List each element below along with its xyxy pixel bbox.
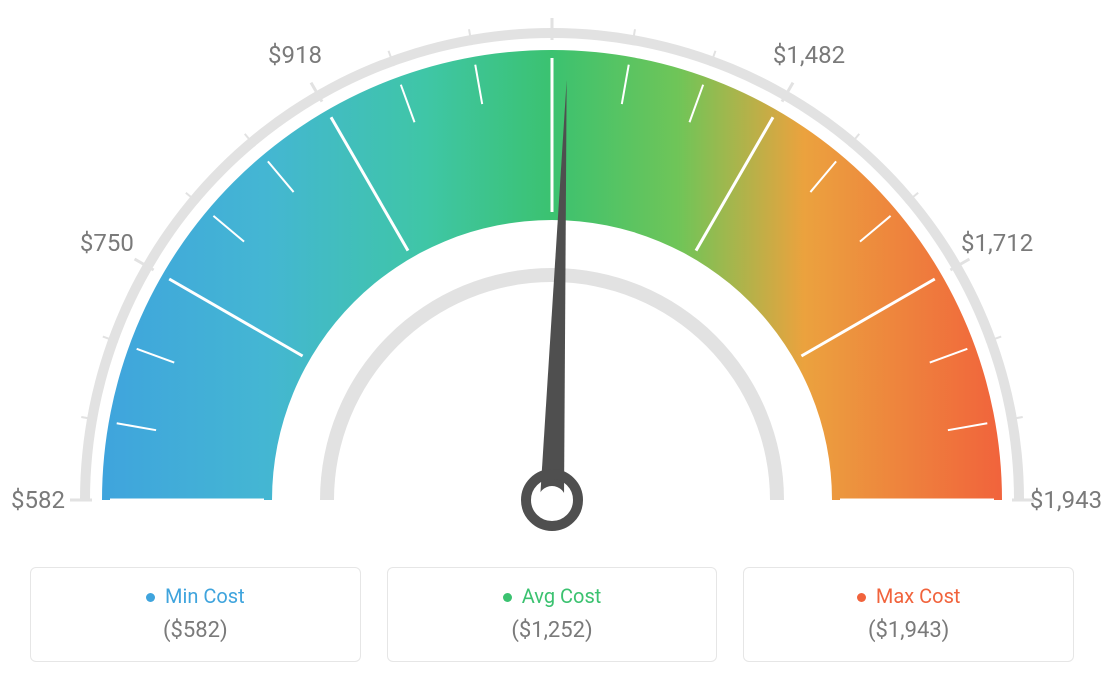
dot-icon [503,593,512,602]
legend-card-min: Min Cost ($582) [30,567,361,662]
legend-title-max: Max Cost [754,584,1063,608]
legend-title-avg: Avg Cost [398,584,707,608]
legend-label-min: Min Cost [165,584,245,608]
legend-value-avg: ($1,252) [398,618,707,643]
tick-label: $582 [11,486,65,514]
legend-label-max: Max Cost [876,584,961,608]
legend-label-avg: Avg Cost [522,584,602,608]
tick-label: $1,482 [773,41,845,69]
legend-value-max: ($1,943) [754,618,1063,643]
tick-label: $918 [268,41,322,69]
tick-label: $750 [80,229,134,257]
legend-row: Min Cost ($582) Avg Cost ($1,252) Max Co… [30,567,1074,662]
dot-icon [857,593,866,602]
tick-label: $1,943 [1030,486,1102,514]
dot-icon [146,593,155,602]
gauge-chart: $582$750$918$1,252$1,482$1,712$1,943 [0,0,1104,560]
tick-label: $1,712 [961,229,1033,257]
legend-title-min: Min Cost [41,584,350,608]
legend-card-max: Max Cost ($1,943) [743,567,1074,662]
legend-card-avg: Avg Cost ($1,252) [387,567,718,662]
gauge-svg [0,0,1104,560]
legend-value-min: ($582) [41,618,350,643]
